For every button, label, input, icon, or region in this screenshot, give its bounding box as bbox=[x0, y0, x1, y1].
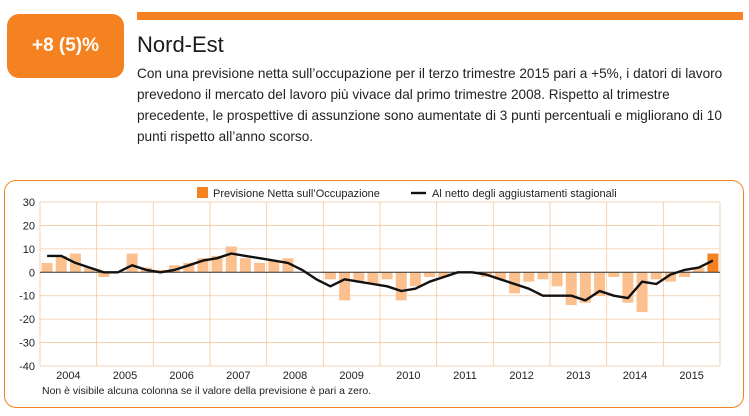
x-tick-label: 2012 bbox=[509, 370, 533, 382]
forecast-bar bbox=[239, 258, 251, 273]
forecast-bar bbox=[339, 272, 351, 301]
top-accent-bar bbox=[137, 12, 743, 20]
y-tick-label: 30 bbox=[23, 197, 35, 209]
x-tick-label: 2009 bbox=[339, 370, 363, 382]
region-description: Con una previsione netta sull’occupazion… bbox=[137, 66, 723, 144]
forecast-bar bbox=[551, 272, 563, 287]
forecast-bar bbox=[438, 272, 450, 277]
region-title: Nord-Est bbox=[137, 32, 224, 57]
x-tick-label: 2006 bbox=[169, 370, 193, 382]
forecast-bar bbox=[126, 253, 138, 273]
forecast-bar bbox=[707, 253, 719, 273]
forecast-bar bbox=[409, 272, 421, 287]
x-tick-label: 2007 bbox=[226, 370, 250, 382]
y-tick-label: 20 bbox=[23, 220, 35, 232]
forecast-bar bbox=[494, 272, 506, 280]
forecast-bar bbox=[424, 272, 436, 277]
chart-frame bbox=[4, 180, 744, 408]
chart-footnote: Non è visibile alcuna colonna se il valo… bbox=[42, 385, 372, 397]
forecast-bar bbox=[395, 272, 407, 301]
legend-label-line: Al netto degli aggiustamenti stagionali bbox=[432, 188, 617, 200]
forecast-bar bbox=[679, 272, 691, 277]
forecast-bar bbox=[84, 267, 96, 273]
y-tick-label: -10 bbox=[19, 291, 35, 303]
forecast-bar bbox=[594, 272, 606, 296]
legend-label-bar: Previsione Netta sull’Occupazione bbox=[213, 188, 380, 200]
y-tick-label: -30 bbox=[19, 338, 35, 350]
x-tick-label: 2014 bbox=[623, 370, 647, 382]
y-tick-label: -40 bbox=[19, 361, 35, 373]
y-tick-label: -20 bbox=[19, 314, 35, 326]
forecast-bar bbox=[254, 262, 266, 273]
y-tick-label: 0 bbox=[29, 267, 35, 279]
forecast-bar bbox=[183, 262, 195, 273]
seasonally-adjusted-line bbox=[47, 252, 714, 302]
x-tick-label: 2005 bbox=[113, 370, 137, 382]
forecast-bar bbox=[381, 272, 393, 280]
x-tick-label: 2008 bbox=[283, 370, 307, 382]
x-tick-label: 2011 bbox=[453, 370, 477, 382]
forecast-bar bbox=[211, 255, 223, 273]
forecast-bar bbox=[608, 272, 620, 277]
forecast-bar bbox=[55, 255, 67, 273]
forecast-bar bbox=[650, 272, 662, 280]
forecast-bar bbox=[41, 262, 53, 273]
legend-swatch-bar bbox=[197, 187, 208, 198]
forecast-badge: +8 (5)% bbox=[7, 14, 124, 78]
x-tick-label: 2015 bbox=[679, 370, 703, 382]
forecast-bar bbox=[353, 272, 365, 282]
forecast-bar bbox=[622, 272, 634, 303]
forecast-bar bbox=[98, 272, 110, 277]
forecast-bar bbox=[197, 258, 209, 273]
forecast-bar bbox=[636, 272, 648, 313]
forecast-bar bbox=[537, 272, 549, 280]
x-tick-label: 2013 bbox=[566, 370, 590, 382]
forecast-bar bbox=[324, 272, 336, 280]
forecast-bar bbox=[367, 272, 379, 284]
forecast-bar bbox=[282, 258, 294, 273]
x-tick-label: 2004 bbox=[56, 370, 80, 382]
x-tick-label: 2010 bbox=[396, 370, 420, 382]
y-tick-label: 10 bbox=[23, 244, 35, 256]
forecast-badge-label: +8 (5)% bbox=[31, 35, 100, 56]
forecast-bar bbox=[565, 272, 577, 306]
forecast-bar bbox=[579, 272, 591, 303]
forecast-bar bbox=[268, 260, 280, 273]
forecast-bar bbox=[664, 272, 676, 282]
forecast-bar bbox=[225, 246, 237, 273]
forecast-bar bbox=[693, 267, 705, 273]
forecast-bar bbox=[523, 272, 535, 282]
